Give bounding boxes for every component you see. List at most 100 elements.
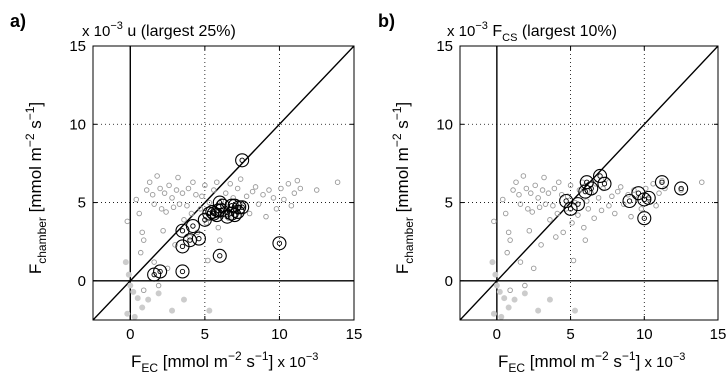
scale-factor-top: x 10 <box>82 23 110 40</box>
point-selected-ring <box>637 211 652 226</box>
y-axis-label: Fchamber [mmol m−2 s−1] <box>23 102 49 274</box>
point-filled <box>521 290 528 297</box>
y-label-exponent-1: −2 <box>390 133 404 147</box>
y-axis-label: Fchamber [mmol m−2 s−1] <box>390 102 416 274</box>
point-gray <box>260 191 266 198</box>
point-gray <box>206 199 213 206</box>
point-gray <box>575 212 581 218</box>
point-gray <box>163 209 169 215</box>
point-gray <box>598 207 605 214</box>
point-selected-core <box>179 228 186 234</box>
y-label-units-mid: s <box>393 120 412 133</box>
point-filled <box>498 313 505 320</box>
point-gray <box>179 190 186 196</box>
point-gray <box>545 190 552 196</box>
point-filled <box>134 295 141 302</box>
point-gray <box>215 224 222 231</box>
x-label-units-end: ] <box>269 352 274 371</box>
point-gray <box>169 195 175 201</box>
point-gray <box>560 229 566 236</box>
point-gray <box>193 191 199 198</box>
point-gray <box>591 215 597 221</box>
point-gray <box>628 213 634 220</box>
point-gray <box>513 179 519 185</box>
point-gray <box>334 179 341 185</box>
point-gray <box>285 181 292 187</box>
scale-exponent-top: −3 <box>110 20 123 32</box>
point-gray <box>617 184 624 190</box>
point-gray <box>157 185 163 192</box>
point-filled <box>511 296 518 303</box>
point-filled <box>124 310 131 317</box>
point-gray <box>609 193 615 200</box>
point-gray <box>176 201 183 207</box>
point-gray <box>532 182 538 189</box>
point-filled <box>535 307 542 314</box>
y-label-units-mid: s <box>26 120 45 133</box>
point-gray <box>211 187 217 193</box>
point-selected-core <box>239 204 245 210</box>
point-gray <box>184 202 190 209</box>
point-gray <box>205 257 211 264</box>
point-gray <box>595 195 602 201</box>
point-gray <box>217 237 223 243</box>
point-gray <box>188 210 195 217</box>
point-gray <box>656 190 662 196</box>
chart-title: x 10−3 FCS (largest 10%) <box>447 20 617 44</box>
point-selected-ring <box>227 208 242 223</box>
point-gray <box>550 202 556 209</box>
y-tick-label: 10 <box>69 116 86 133</box>
x-tick-label: 5 <box>201 326 209 343</box>
point-filled <box>130 288 137 295</box>
point-gray <box>500 196 506 203</box>
point-gray <box>699 179 705 185</box>
point-filled <box>155 290 162 297</box>
point-gray <box>154 173 160 179</box>
point-gray <box>541 174 547 181</box>
point-gray <box>526 228 533 234</box>
point-gray <box>313 187 320 193</box>
point-selected-core <box>276 240 283 246</box>
x-label-exponent-2: −1 <box>622 349 636 363</box>
y-label-subscript: chamber <box>35 217 49 264</box>
point-selected-core <box>179 268 186 275</box>
point-gray <box>584 198 590 204</box>
x-label-subscript: EC <box>141 361 158 375</box>
point-gray <box>203 220 210 226</box>
point-filled <box>125 271 132 278</box>
point-gray <box>252 184 259 190</box>
point-gray <box>140 287 147 294</box>
point-gray <box>234 185 241 192</box>
y-label-units-end: ] <box>393 102 412 107</box>
point-selected-core <box>601 181 608 187</box>
point-selected-ring <box>563 201 578 216</box>
point-gray <box>523 185 530 192</box>
point-selected-core <box>196 235 202 242</box>
y-label-units-end: ] <box>26 102 45 107</box>
y-tick-label: 10 <box>436 116 453 133</box>
point-selected-ring <box>212 248 227 263</box>
point-gray <box>170 204 177 211</box>
point-gray <box>505 229 512 236</box>
point-gray <box>507 287 513 294</box>
x-label-symbol: F <box>498 352 508 371</box>
point-gray <box>678 187 684 193</box>
point-filled <box>127 282 134 289</box>
point-selected-ring <box>206 206 221 221</box>
point-selected-core <box>217 253 223 259</box>
point-gray <box>554 210 561 217</box>
point-selected-ring <box>654 175 670 190</box>
point-gray <box>222 190 229 196</box>
point-selected-core <box>239 157 245 163</box>
title-qualifier: (largest 25%) <box>136 23 236 40</box>
point-gray <box>197 206 204 212</box>
point-gray <box>585 206 592 212</box>
point-gray <box>535 195 541 201</box>
point-selected-ring <box>597 176 612 191</box>
point-filled <box>122 259 129 266</box>
point-selected-ring <box>215 198 230 213</box>
point-selected-core <box>179 243 186 250</box>
point-selected-ring <box>227 198 242 213</box>
